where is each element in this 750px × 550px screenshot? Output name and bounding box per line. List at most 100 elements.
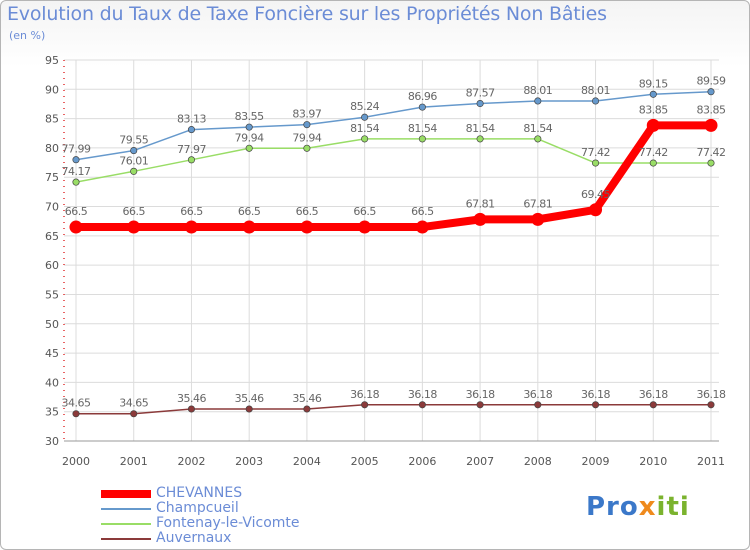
data-point bbox=[534, 401, 542, 409]
data-label: 77.42 bbox=[639, 146, 668, 159]
data-label: 77.42 bbox=[697, 146, 726, 159]
data-label: 36.18 bbox=[408, 388, 437, 401]
data-point bbox=[591, 159, 600, 167]
data-point bbox=[72, 156, 80, 164]
data-point bbox=[130, 410, 138, 418]
data-label: 66.5 bbox=[65, 205, 88, 218]
data-label: 83.97 bbox=[292, 108, 321, 121]
data-label: 86.96 bbox=[408, 90, 437, 103]
data-point bbox=[303, 405, 311, 413]
data-point bbox=[303, 144, 311, 152]
data-point bbox=[72, 410, 80, 418]
y-tick-label: 70 bbox=[45, 201, 59, 214]
data-label: 81.54 bbox=[408, 122, 437, 135]
legend-item: Fontenay-le-Vicomte bbox=[101, 516, 300, 531]
legend-swatch bbox=[101, 489, 151, 498]
data-label: 83.85 bbox=[639, 103, 668, 116]
x-tick-label: 2002 bbox=[177, 455, 205, 468]
data-label: 36.18 bbox=[350, 388, 379, 401]
data-label: 36.18 bbox=[581, 388, 610, 401]
data-label: 67.81 bbox=[523, 197, 552, 210]
data-label-layer: 77.99 79.55 83.13 83.55 83.97 85.24 86.96 87.57… bbox=[62, 75, 727, 410]
data-label: 79.94 bbox=[292, 131, 321, 144]
data-label: 35.46 bbox=[292, 392, 321, 405]
y-tick-label: 50 bbox=[45, 318, 59, 331]
x-tick-label: 2011 bbox=[697, 455, 725, 468]
data-point bbox=[245, 405, 253, 413]
data-label: 76.01 bbox=[119, 154, 148, 167]
data-label: 89.59 bbox=[697, 75, 726, 88]
data-point bbox=[127, 220, 141, 234]
x-tick-label: 2000 bbox=[62, 455, 90, 468]
data-point bbox=[534, 97, 542, 105]
y-tick-label: 30 bbox=[45, 435, 59, 448]
legend-swatch bbox=[101, 522, 151, 525]
series-line-3 bbox=[75, 404, 712, 415]
data-point bbox=[476, 100, 484, 108]
legend-label: Champcueil bbox=[156, 500, 239, 516]
data-label: 77.42 bbox=[581, 146, 610, 159]
legend: CHEVANNES Champcueil Fontenay-le-Vicomte Au… bbox=[101, 486, 300, 546]
data-point bbox=[649, 401, 657, 409]
unit-label: (en %) bbox=[9, 29, 46, 42]
data-label: 77.97 bbox=[177, 143, 206, 156]
x-tick-label: 2008 bbox=[524, 455, 552, 468]
data-label: 66.5 bbox=[122, 205, 145, 218]
data-label: 88.01 bbox=[581, 84, 610, 97]
data-point bbox=[476, 401, 484, 409]
data-point bbox=[130, 147, 138, 155]
y-tick-label: 35 bbox=[45, 406, 59, 419]
x-tick-label: 2001 bbox=[120, 455, 148, 468]
data-label: 35.46 bbox=[235, 392, 264, 405]
y-tick-label: 55 bbox=[45, 288, 59, 301]
data-label: 66.5 bbox=[180, 205, 203, 218]
data-label: 74.17 bbox=[62, 165, 91, 178]
data-point bbox=[245, 144, 253, 152]
data-label: 83.13 bbox=[177, 113, 206, 126]
data-label: 34.65 bbox=[62, 397, 91, 410]
data-point bbox=[184, 220, 198, 234]
data-point bbox=[418, 135, 426, 143]
data-point bbox=[130, 167, 138, 175]
data-point bbox=[245, 123, 253, 131]
x-tick-label: 2004 bbox=[293, 455, 321, 468]
data-label: 83.55 bbox=[235, 110, 264, 123]
data-point bbox=[303, 121, 311, 129]
data-label: 66.5 bbox=[296, 205, 319, 218]
data-label: 36.18 bbox=[466, 388, 495, 401]
y-tick-label: 60 bbox=[45, 259, 59, 272]
data-point bbox=[187, 405, 196, 413]
y-tick-label: 85 bbox=[45, 113, 59, 126]
data-point bbox=[361, 401, 369, 409]
y-tick-label: 80 bbox=[45, 142, 59, 155]
data-label: 83.85 bbox=[697, 103, 726, 116]
data-label: 66.5 bbox=[238, 205, 261, 218]
data-point bbox=[361, 135, 369, 143]
data-point bbox=[415, 220, 429, 234]
data-label: 87.57 bbox=[466, 87, 495, 100]
legend-swatch bbox=[101, 507, 151, 510]
data-label: 79.55 bbox=[119, 134, 148, 147]
data-point bbox=[704, 118, 718, 132]
legend-item: Auvernaux bbox=[101, 531, 300, 546]
data-point bbox=[649, 90, 657, 98]
data-point bbox=[242, 220, 256, 234]
data-point bbox=[707, 88, 715, 96]
data-label: 88.01 bbox=[523, 84, 552, 97]
chart-title: Evolution du Taux de Taxe Foncière sur l… bbox=[7, 3, 607, 25]
data-point bbox=[534, 135, 542, 143]
data-point bbox=[69, 220, 83, 234]
data-label: 89.15 bbox=[639, 77, 668, 90]
data-label: 81.54 bbox=[523, 122, 552, 135]
y-tick-label: 90 bbox=[45, 83, 59, 96]
data-point bbox=[707, 159, 715, 167]
data-point bbox=[72, 178, 80, 186]
data-label: 36.18 bbox=[697, 388, 726, 401]
data-label: 66.5 bbox=[353, 205, 376, 218]
data-label: 67.81 bbox=[466, 197, 495, 210]
legend-item: Champcueil bbox=[101, 501, 300, 516]
legend-label: Fontenay-le-Vicomte bbox=[156, 515, 300, 531]
y-tick-label: 75 bbox=[45, 171, 59, 184]
data-point bbox=[591, 401, 600, 409]
